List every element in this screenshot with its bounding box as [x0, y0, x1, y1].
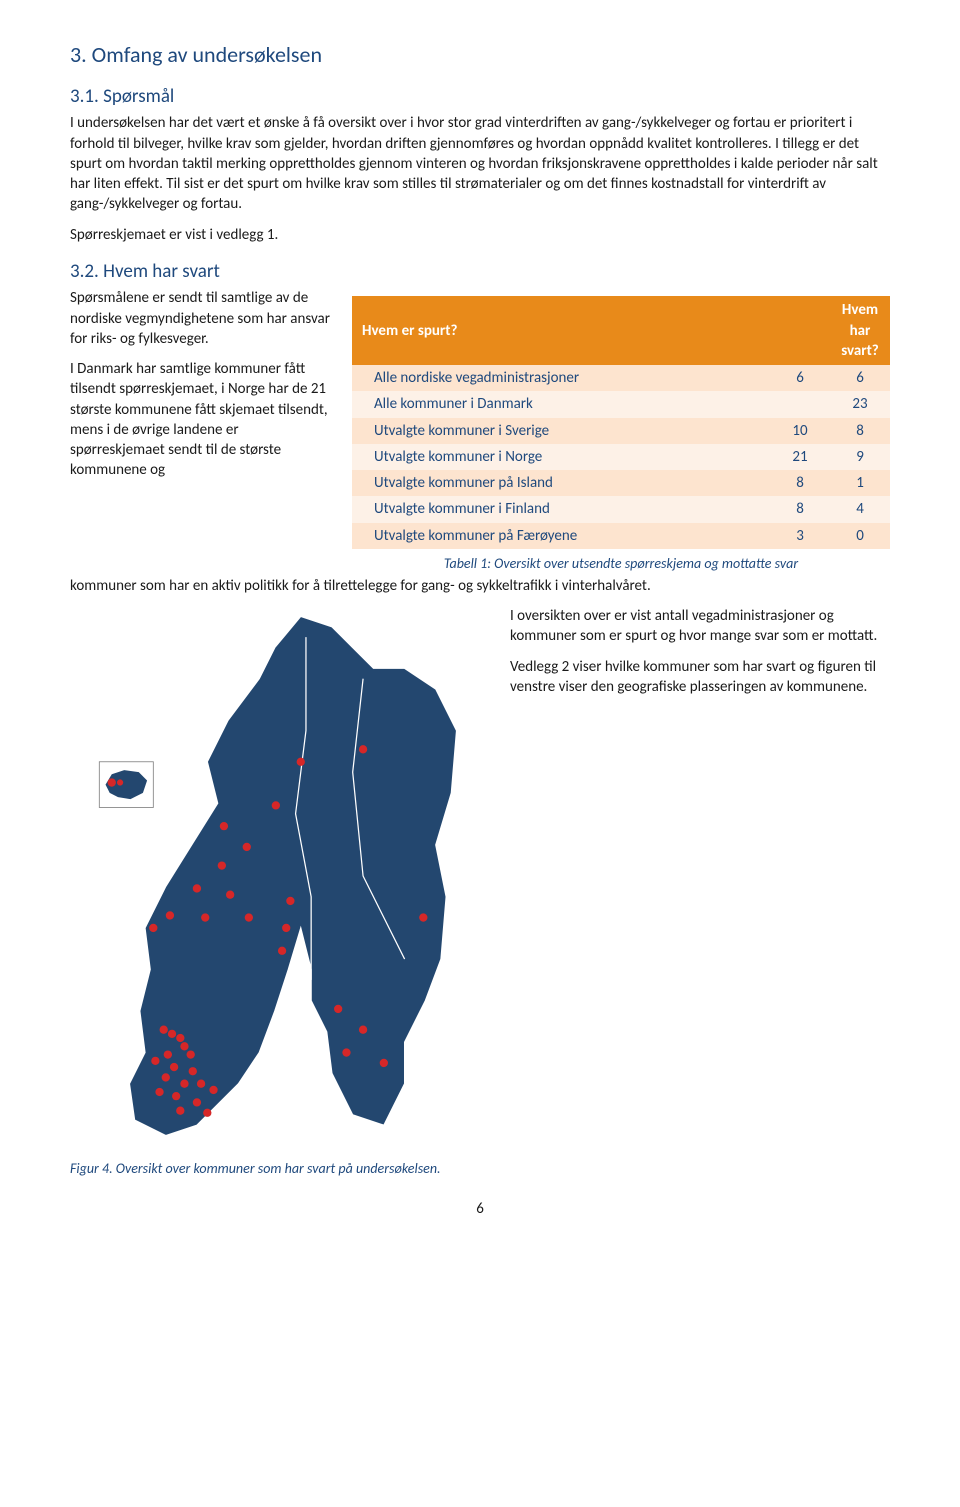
map-dot: [201, 913, 209, 921]
two-column-layout: Spørsmålene er sendt til samtlige av de …: [70, 288, 890, 573]
respondent-table: Hvem er spurt? Hvem har svart? Alle nord…: [352, 296, 890, 549]
map-dot: [226, 891, 234, 899]
map-dot: [172, 1092, 180, 1100]
map-dot: [297, 758, 305, 766]
table-cell-answered: 1: [830, 470, 890, 496]
table-header: Hvem har svart?: [830, 296, 890, 365]
map-dot: [342, 1048, 350, 1056]
map-dot: [180, 1080, 188, 1088]
map-dot: [189, 1067, 197, 1075]
figure-side-text: I oversikten over er vist antall vegadmi…: [510, 606, 890, 707]
map-dot: [209, 1086, 217, 1094]
paragraph: I Danmark har samtlige kommuner fått til…: [70, 359, 330, 481]
table-cell-asked: 8: [770, 496, 830, 522]
map-dot: [272, 801, 280, 809]
table-cell-asked: 21: [770, 444, 830, 470]
figure-row: I oversikten over er vist antall vegadmi…: [70, 606, 890, 1146]
map-dot: [193, 1098, 201, 1106]
map-dot: [193, 884, 201, 892]
table-cell-answered: 0: [830, 523, 890, 549]
paragraph: I undersøkelsen har det vært et ønske å …: [70, 113, 890, 214]
map-dot: [359, 1026, 367, 1034]
map-figure: [70, 606, 490, 1146]
map-dot: [176, 1107, 184, 1115]
map-dot: [286, 897, 294, 905]
table-row: Alle kommuner i Danmark 23: [352, 391, 890, 417]
map-dot: [149, 924, 157, 932]
paragraph: kommuner som har en aktiv politikk for å…: [70, 576, 890, 596]
map-dot: [176, 1034, 184, 1042]
table-cell-asked: [770, 391, 830, 417]
map-dot: [243, 843, 251, 851]
table-cell-answered: 4: [830, 496, 890, 522]
map-dot: [168, 1030, 176, 1038]
map-dot: [166, 911, 174, 919]
map-dot: [245, 913, 253, 921]
figure-caption: Figur 4. Oversikt over kommuner som har …: [70, 1160, 890, 1179]
table-cell-answered: 9: [830, 444, 890, 470]
table-row: Utvalgte kommuner på Island81: [352, 470, 890, 496]
map-dot: [162, 1073, 170, 1081]
table-header: Hvem er spurt?: [352, 296, 830, 365]
table-caption: Tabell 1: Oversikt over utsendte spørres…: [352, 555, 890, 574]
map-dot: [108, 778, 116, 786]
paragraph: Vedlegg 2 viser hvilke kommuner som har …: [510, 657, 890, 698]
map-dot: [278, 947, 286, 955]
table-row: Utvalgte kommuner på Færøyene30: [352, 523, 890, 549]
table-cell-label: Utvalgte kommuner på Island: [352, 470, 770, 496]
map-dot: [160, 1026, 168, 1034]
left-column: Spørsmålene er sendt til samtlige av de …: [70, 288, 330, 480]
table-cell-label: Alle nordiske vegadministrasjoner: [352, 365, 770, 391]
map-dot: [380, 1059, 388, 1067]
map-dot: [282, 924, 290, 932]
section-heading: 3. Omfang av undersøkelsen: [70, 40, 890, 70]
page-number: 6: [70, 1199, 890, 1219]
table-cell-label: Alle kommuner i Danmark: [352, 391, 770, 417]
nordic-map-svg: [70, 606, 490, 1146]
map-dot: [187, 1051, 195, 1059]
map-dot: [334, 1005, 342, 1013]
map-dot: [419, 913, 427, 921]
map-dot: [164, 1051, 172, 1059]
map-dot: [359, 745, 367, 753]
paragraph: I oversikten over er vist antall vegadmi…: [510, 606, 890, 647]
map-dot: [155, 1088, 163, 1096]
table-cell-answered: 23: [830, 391, 890, 417]
subsection-2-heading: 3.2. Hvem har svart: [70, 259, 890, 285]
paragraph: Spørsmålene er sendt til samtlige av de …: [70, 288, 330, 349]
map-dot: [197, 1080, 205, 1088]
table-cell-asked: 8: [770, 470, 830, 496]
table-cell-label: Utvalgte kommuner i Sverige: [352, 418, 770, 444]
map-dot: [203, 1109, 211, 1117]
right-column: Hvem er spurt? Hvem har svart? Alle nord…: [352, 288, 890, 573]
map-dot: [151, 1057, 159, 1065]
map-dot: [180, 1042, 188, 1050]
table-row: Utvalgte kommuner i Norge219: [352, 444, 890, 470]
table-cell-answered: 6: [830, 365, 890, 391]
paragraph: Spørreskjemaet er vist i vedlegg 1.: [70, 225, 890, 245]
table-cell-asked: 10: [770, 418, 830, 444]
table-cell-asked: 6: [770, 365, 830, 391]
table-cell-asked: 3: [770, 523, 830, 549]
map-dot: [220, 822, 228, 830]
map-dot: [170, 1063, 178, 1071]
table-cell-label: Utvalgte kommuner i Norge: [352, 444, 770, 470]
table-cell-label: Utvalgte kommuner i Finland: [352, 496, 770, 522]
map-dot: [218, 862, 226, 870]
subsection-1-heading: 3.1. Spørsmål: [70, 84, 890, 110]
table-row: Utvalgte kommuner i Sverige108: [352, 418, 890, 444]
table-row: Utvalgte kommuner i Finland84: [352, 496, 890, 522]
table-cell-answered: 8: [830, 418, 890, 444]
table-cell-label: Utvalgte kommuner på Færøyene: [352, 523, 770, 549]
table-row: Alle nordiske vegadministrasjoner66: [352, 365, 890, 391]
